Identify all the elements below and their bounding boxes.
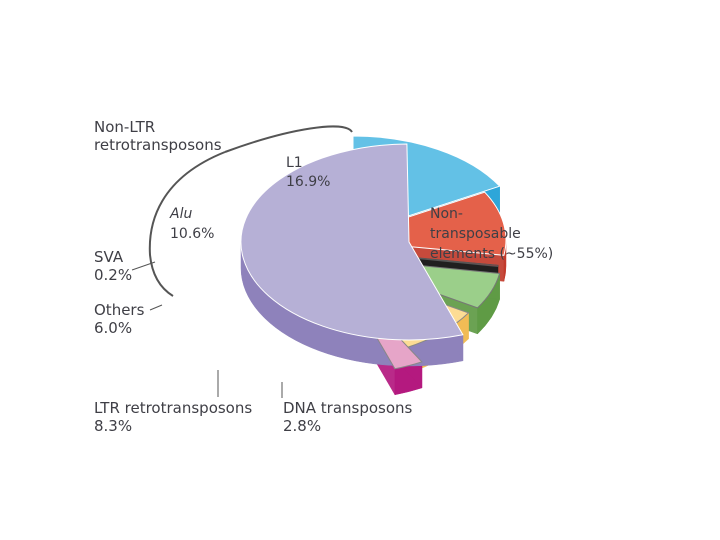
group-label-line-2: retrotransposons [94,136,222,154]
label-sva: SVA [94,248,124,266]
label-others: Others [94,301,145,319]
group-bracket-top [224,125,353,153]
label-non-transposable-line-2: transposable [430,226,521,242]
leader-others [149,304,163,311]
group-label-line-1: Non-LTR [94,118,155,136]
slice-non_transposable [240,143,464,341]
value-alu: 10.6% [170,226,214,242]
label-alu: Alu [169,206,192,222]
group-bracket-left [148,151,226,297]
slice-tops [240,135,507,370]
value-ltr: 8.3% [94,417,132,435]
label-non-transposable-line-3: elements (~55%) [430,246,553,262]
label-dna: DNA transposons [283,399,413,417]
value-sva: 0.2% [94,266,132,284]
label-ltr: LTR retrotransposons [94,399,252,417]
value-l1: 16.9% [286,174,330,190]
label-non-transposable-line-1: Non- [430,206,463,222]
value-others: 6.0% [94,319,132,337]
label-l1: L1 [286,155,303,171]
value-dna: 2.8% [283,417,321,435]
leader-sva [131,261,156,271]
